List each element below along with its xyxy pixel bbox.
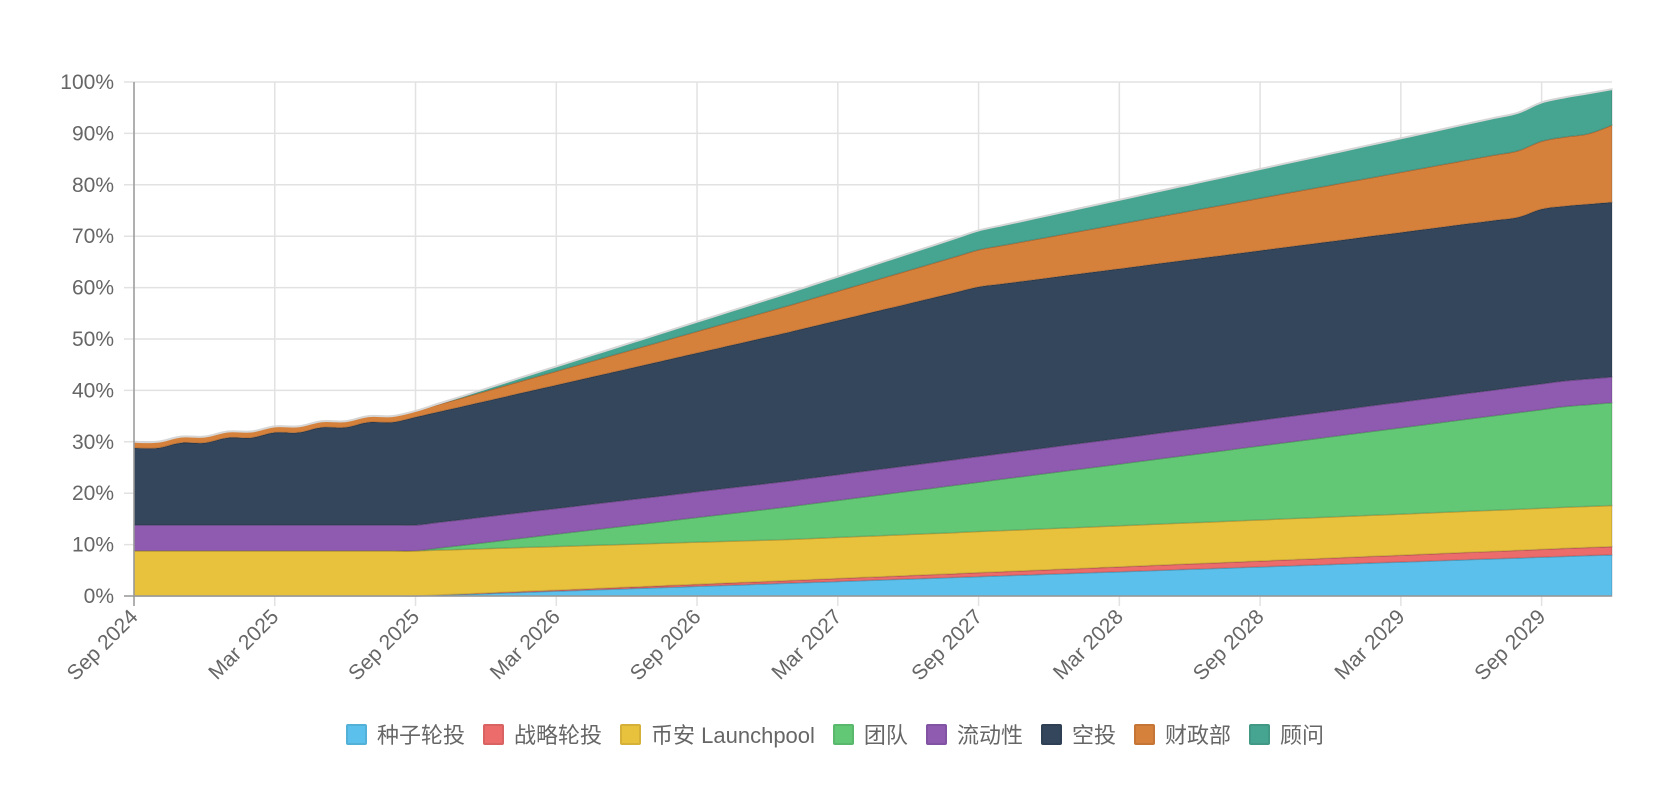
y-axis-ticks: 0% 10% 20% 30% 40% 50% 60% 70% 80% 90% 100% bbox=[60, 71, 114, 608]
legend-swatch bbox=[1133, 723, 1155, 745]
x-tick-label: Sep 2025 bbox=[344, 605, 424, 685]
legend-swatch bbox=[346, 723, 367, 745]
y-tick-label: 60% bbox=[72, 277, 114, 300]
x-tick-label: Mar 2028 bbox=[1049, 605, 1128, 684]
legend-label: 币安 Launchpool bbox=[651, 723, 815, 748]
y-tick-label: 20% bbox=[72, 482, 114, 505]
x-tick-label: Mar 2029 bbox=[1330, 605, 1409, 684]
x-tick-label: Sep 2028 bbox=[1189, 605, 1269, 685]
legend-label: 团队 bbox=[863, 723, 908, 748]
legend-label: 流动性 bbox=[956, 723, 1023, 748]
stacked-areas bbox=[133, 88, 1613, 597]
y-tick-label: 100% bbox=[60, 71, 114, 94]
x-axis-ticks: Sep 2024 Mar 2025 Sep 2025 Mar 2026 Sep 2026… bbox=[63, 605, 1550, 685]
x-tick-label: Mar 2025 bbox=[204, 605, 283, 684]
legend-swatch bbox=[925, 723, 947, 745]
x-tick-label: Mar 2026 bbox=[486, 605, 565, 684]
y-tick-label: 70% bbox=[72, 225, 114, 248]
legend-swatch bbox=[1248, 723, 1270, 745]
area-top-edge bbox=[133, 88, 1613, 444]
y-tick-label: 0% bbox=[84, 585, 114, 608]
y-tick-label: 80% bbox=[72, 174, 114, 197]
legend-swatch bbox=[620, 723, 642, 745]
legend-swatch bbox=[832, 723, 854, 745]
legend-item[interactable]: 团队 bbox=[832, 718, 908, 750]
legend-item[interactable]: 流动性 bbox=[925, 718, 1023, 750]
legend-item[interactable]: 币安 Launchpool bbox=[620, 718, 815, 750]
legend-item[interactable]: 战略轮投 bbox=[483, 718, 602, 750]
x-tick-label: Sep 2024 bbox=[63, 605, 143, 685]
x-tick-label: Sep 2026 bbox=[626, 605, 706, 685]
y-tick-label: 40% bbox=[72, 379, 114, 402]
legend-item[interactable]: 种子轮投 bbox=[346, 718, 465, 750]
legend-label: 种子轮投 bbox=[377, 723, 466, 748]
legend-swatch bbox=[483, 723, 505, 745]
legend-label: 战略轮投 bbox=[514, 723, 603, 748]
y-tick-label: 50% bbox=[72, 328, 114, 351]
x-tick-label: Mar 2027 bbox=[767, 605, 846, 684]
chart-legend: 种子轮投 战略轮投 币安 Launchpool 团队 流动性 空投 财政部 顾问 bbox=[0, 718, 1670, 750]
axes bbox=[124, 82, 1612, 606]
y-tick-label: 10% bbox=[72, 534, 114, 557]
legend-item[interactable]: 财政部 bbox=[1133, 718, 1231, 750]
legend-swatch bbox=[1040, 723, 1062, 745]
legend-label: 顾问 bbox=[1279, 723, 1324, 748]
legend-item[interactable]: 空投 bbox=[1040, 718, 1116, 750]
x-tick-label: Sep 2027 bbox=[907, 605, 987, 685]
x-tick-label: Sep 2029 bbox=[1470, 605, 1550, 685]
legend-label: 财政部 bbox=[1164, 723, 1231, 748]
y-tick-label: 30% bbox=[72, 431, 114, 454]
legend-item[interactable]: 顾问 bbox=[1248, 718, 1324, 750]
y-tick-label: 90% bbox=[72, 122, 114, 145]
legend-label: 空投 bbox=[1071, 723, 1116, 748]
